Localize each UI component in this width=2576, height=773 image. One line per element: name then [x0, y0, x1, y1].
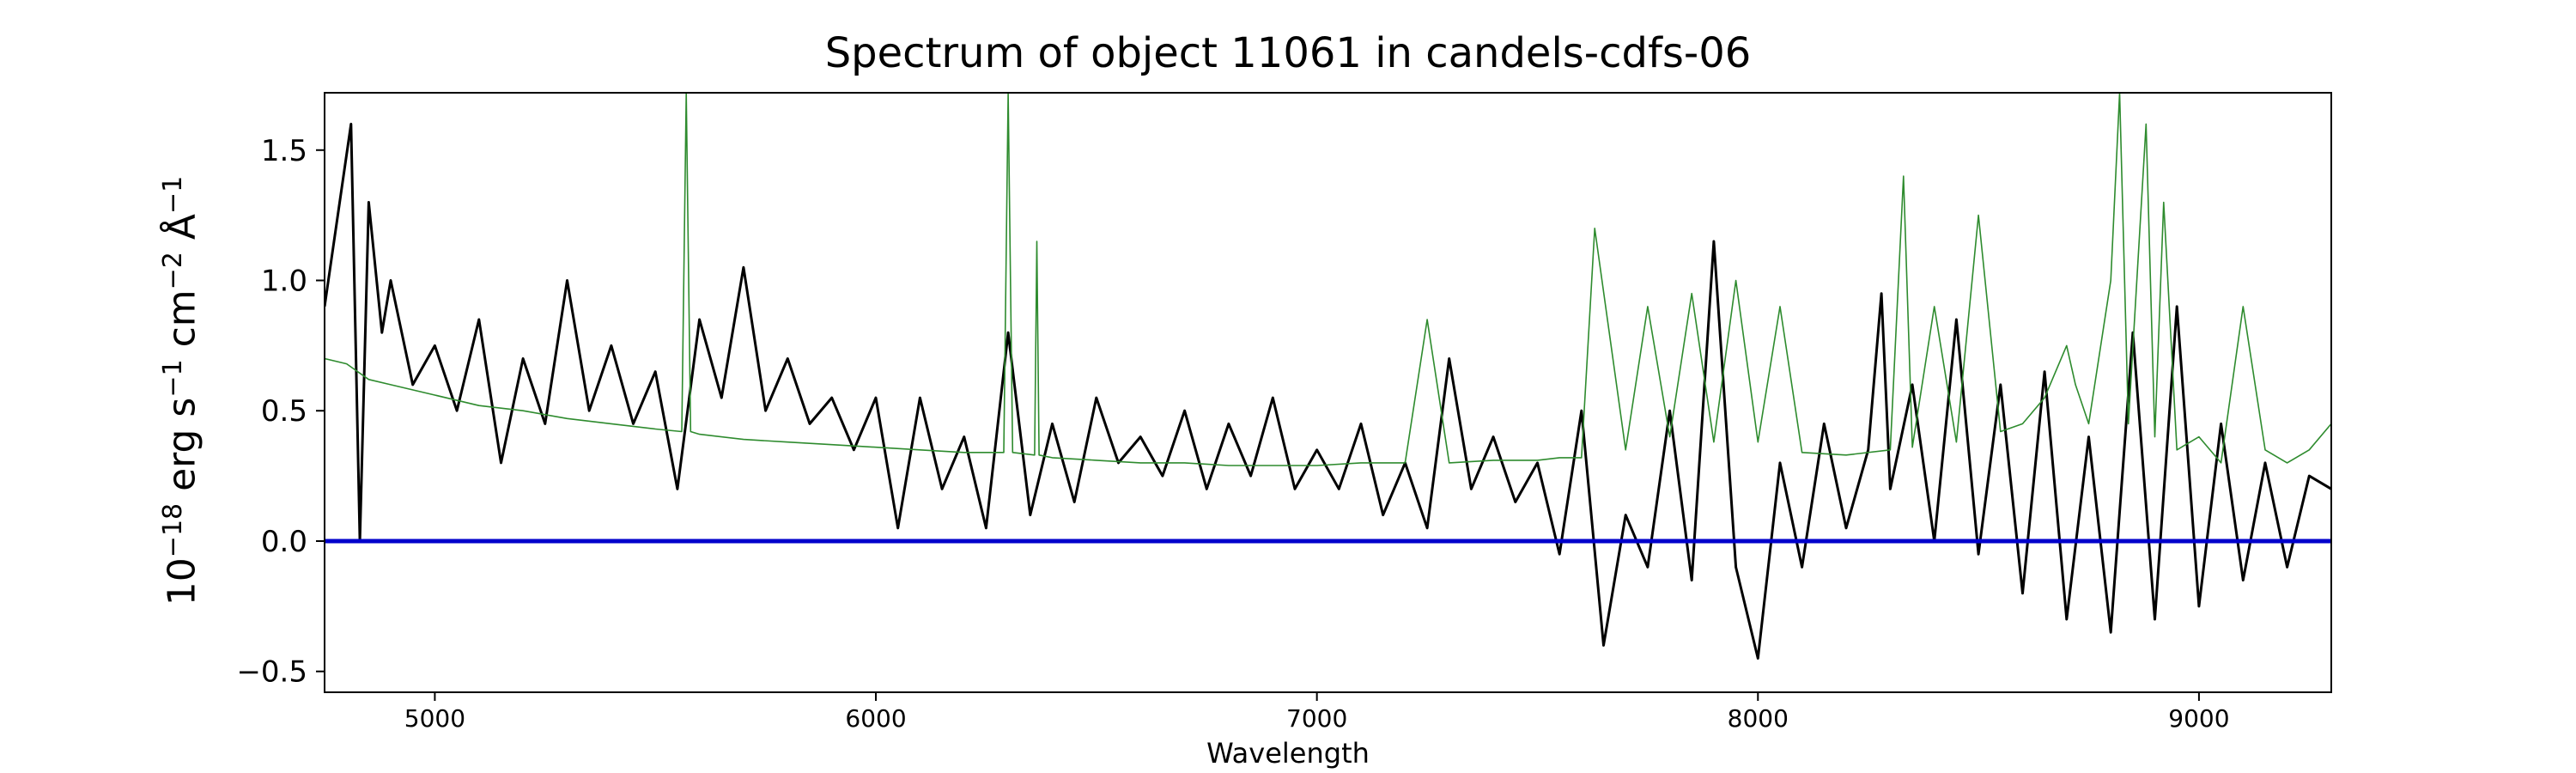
x-axis-label: Wavelength	[1206, 737, 1370, 770]
ylabel-exp3: −2	[157, 252, 188, 290]
ylabel-erg-s: erg s	[160, 397, 204, 503]
chart-title: Spectrum of object 11061 in candels-cdfs…	[824, 29, 1752, 77]
y-tick-label: 1.0	[261, 265, 307, 299]
x-tick-label: 9000	[2168, 704, 2229, 733]
x-tick-label: 7000	[1286, 704, 1347, 733]
x-tick-label: 6000	[845, 704, 906, 733]
ylabel-exp1: −18	[157, 502, 188, 558]
plot-frame	[324, 92, 2332, 693]
ylabel-exp4: −1	[157, 175, 188, 215]
x-tick-label: 5000	[404, 704, 465, 733]
spectrum-series-line	[325, 122, 2331, 660]
y-tick-label: 0.5	[261, 394, 307, 429]
ylabel-base: 10	[160, 557, 204, 606]
y-tick-label: −0.5	[236, 655, 307, 690]
model-series-line	[325, 93, 2331, 466]
ylabel-cm: cm	[160, 289, 204, 360]
ylabel-angstrom: Å	[160, 214, 204, 253]
y-tick-label: 1.5	[261, 134, 307, 168]
ylabel-exp2: −1	[157, 359, 188, 398]
y-tick-label: 0.0	[261, 525, 307, 559]
y-axis-label: 10−18 erg s−1 cm−2 Å−1	[157, 175, 204, 606]
x-tick-label: 8000	[1728, 704, 1789, 733]
